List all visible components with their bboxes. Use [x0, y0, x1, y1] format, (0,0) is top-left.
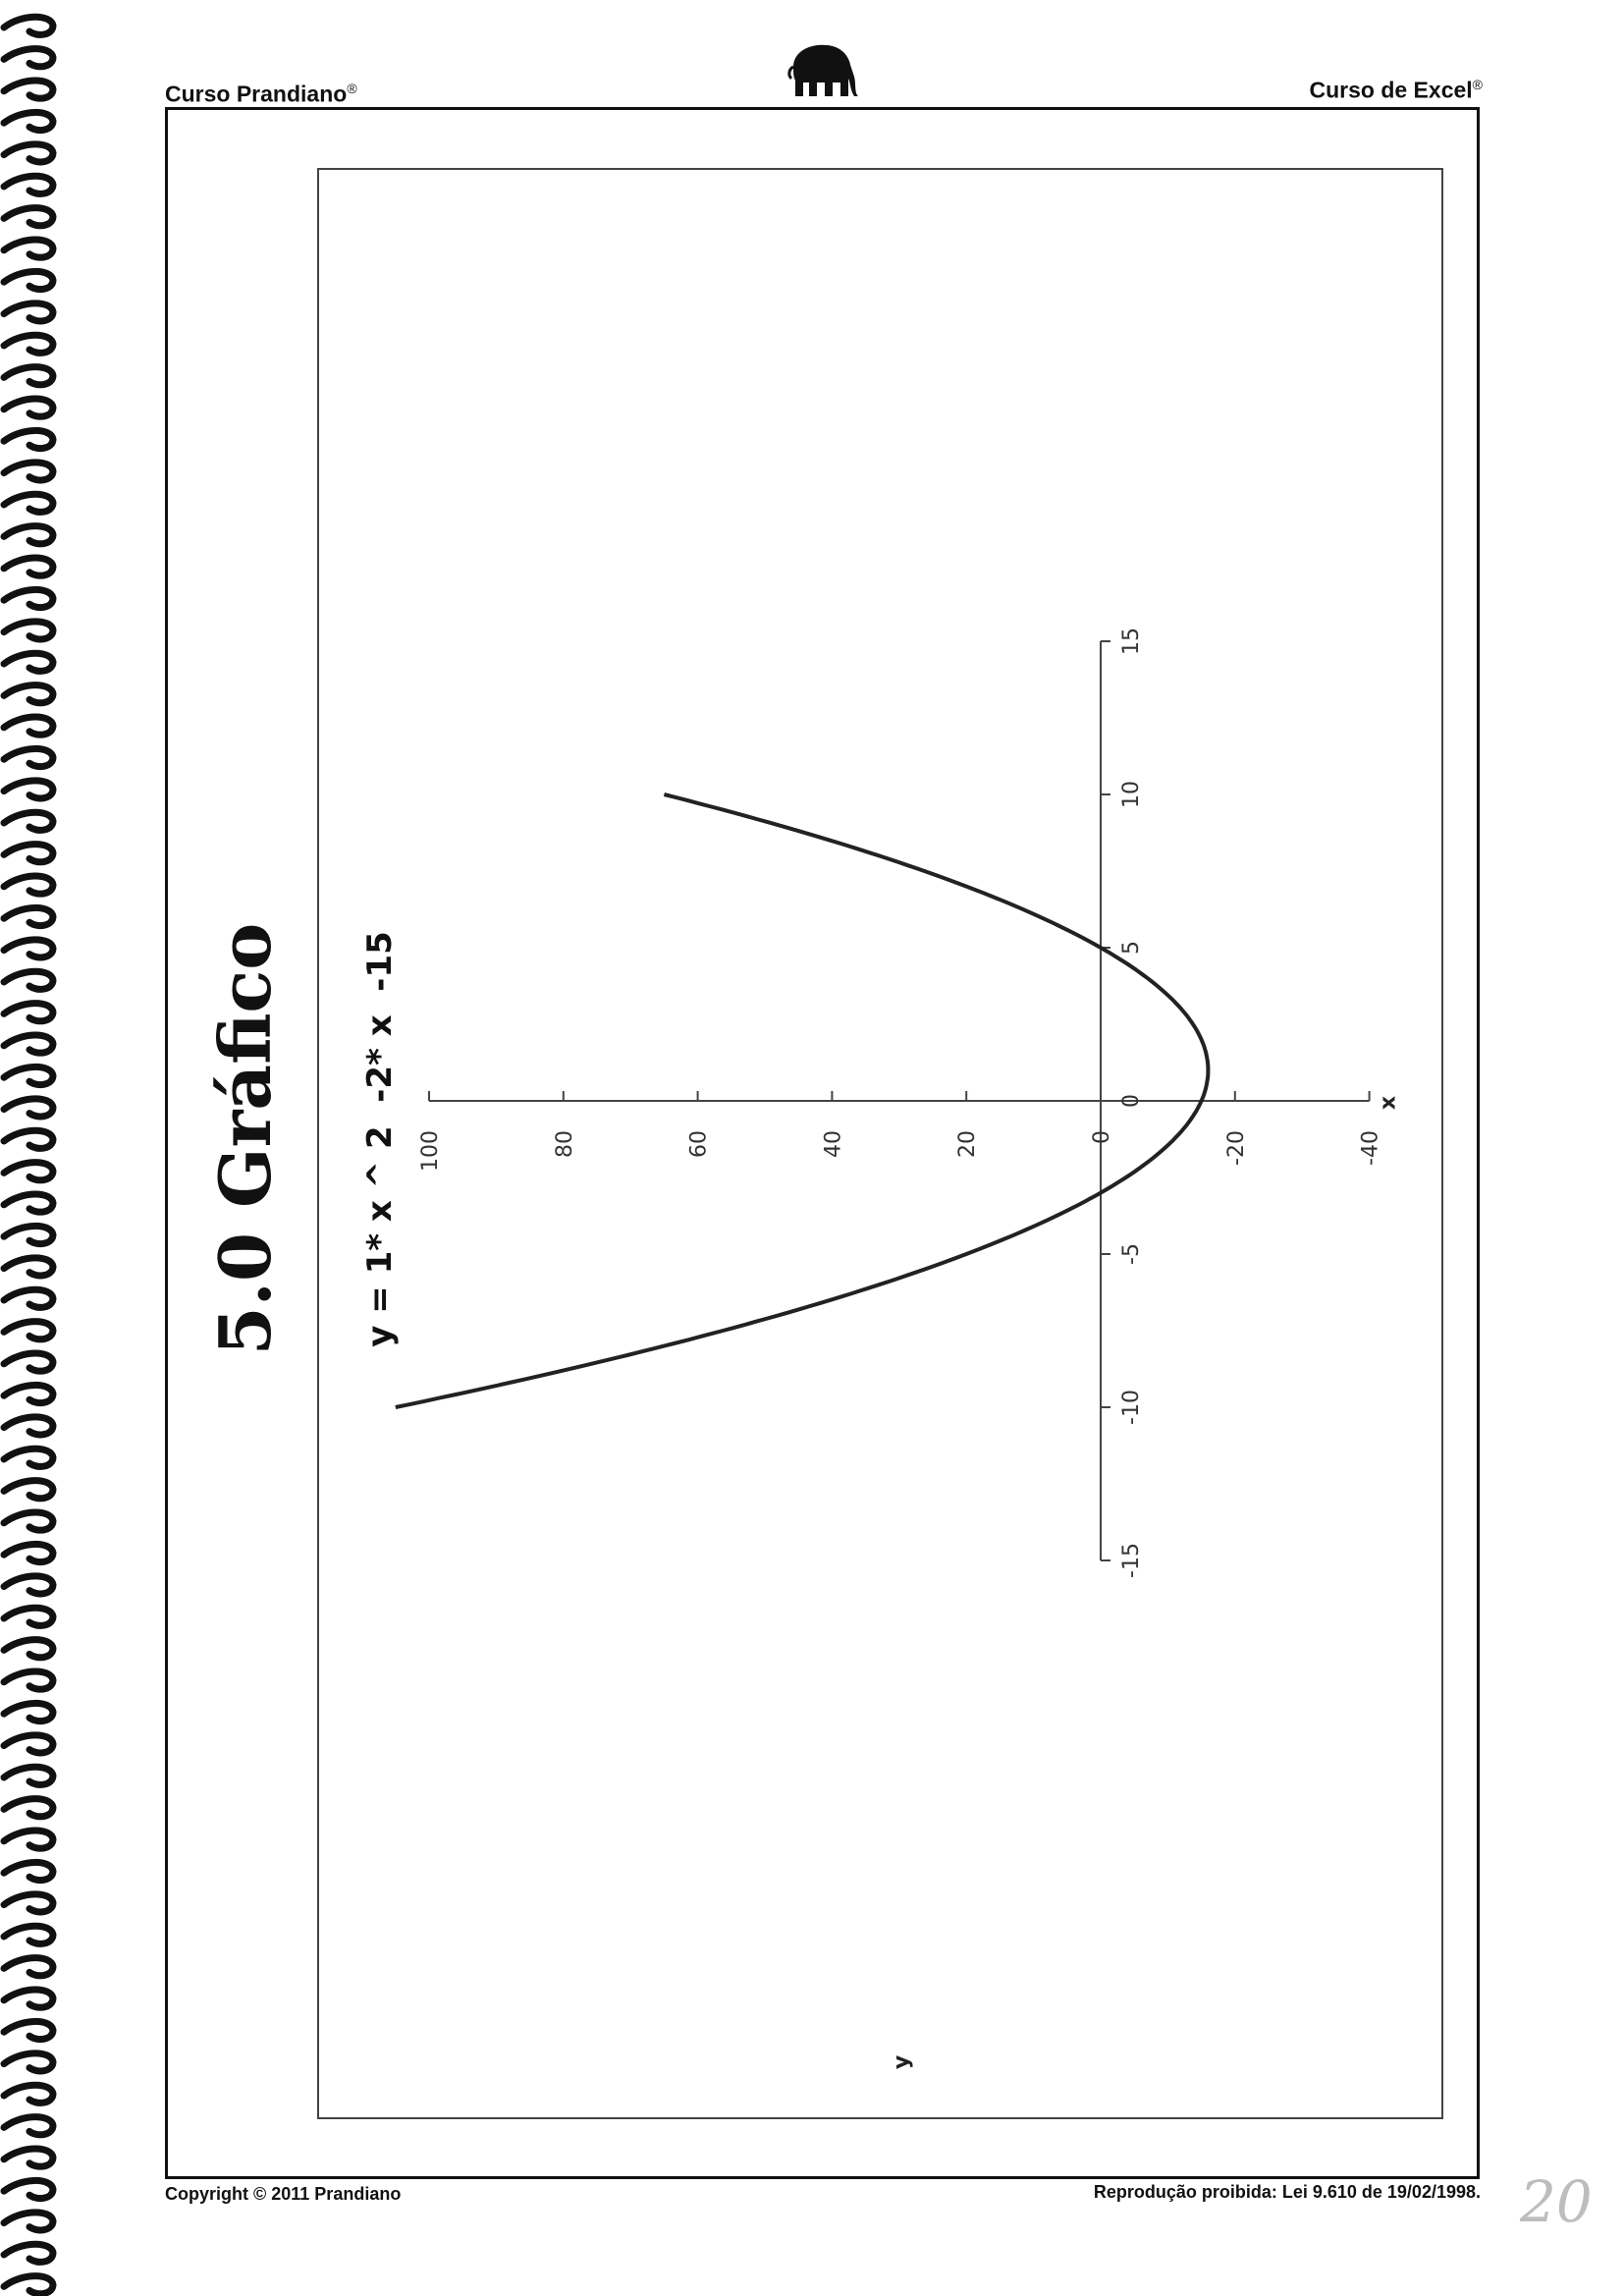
chart-frame	[317, 168, 1443, 2119]
x-tick-label: 10	[1119, 781, 1144, 808]
y-axis-title: y	[890, 2055, 914, 2069]
page-frame	[165, 107, 1480, 2179]
x-tick-label: 15	[1119, 628, 1144, 655]
header-right-text: Curso de Excel	[1309, 77, 1473, 103]
elephant-icon	[787, 44, 858, 96]
x-tick-label: 0	[1119, 1094, 1144, 1108]
footer-copyright: Copyright © 2011 Prandiano	[165, 2184, 402, 2204]
y-tick-label: 100	[418, 1130, 443, 1172]
y-tick-label: 40	[821, 1130, 845, 1158]
header-left-mark: ®	[347, 81, 357, 96]
x-axis-title: x	[1377, 1096, 1401, 1110]
section-title: 5.0 Gráfico	[203, 923, 287, 1356]
y-tick-label: -40	[1359, 1130, 1383, 1166]
spiral-binding	[0, 13, 57, 2296]
x-tick-label: -5	[1119, 1243, 1144, 1265]
header-right-mark: ®	[1472, 77, 1483, 92]
series-line-0	[395, 793, 1211, 1409]
header-course-prandiano: Curso Prandiano®	[165, 81, 357, 108]
y-tick-label: -20	[1224, 1130, 1249, 1166]
handwritten-page-number: 20	[1520, 2168, 1593, 2235]
x-tick-label: 5	[1119, 941, 1144, 955]
y-tick-label: 20	[955, 1130, 980, 1158]
y-tick-label: 80	[553, 1130, 577, 1158]
x-tick-label: -10	[1119, 1390, 1144, 1425]
x-tick-label: -15	[1119, 1543, 1144, 1578]
footer-notice: Reprodução proibida: Lei 9.610 de 19/02/…	[1093, 2182, 1481, 2202]
equation-label: y = 1* x ^ 2 -2* x -15	[360, 931, 400, 1346]
header-course-excel: Curso de Excel®	[1309, 77, 1483, 104]
header-left-text: Curso Prandiano	[165, 81, 348, 107]
y-tick-label: 0	[1090, 1130, 1114, 1144]
y-tick-label: 60	[687, 1130, 712, 1158]
